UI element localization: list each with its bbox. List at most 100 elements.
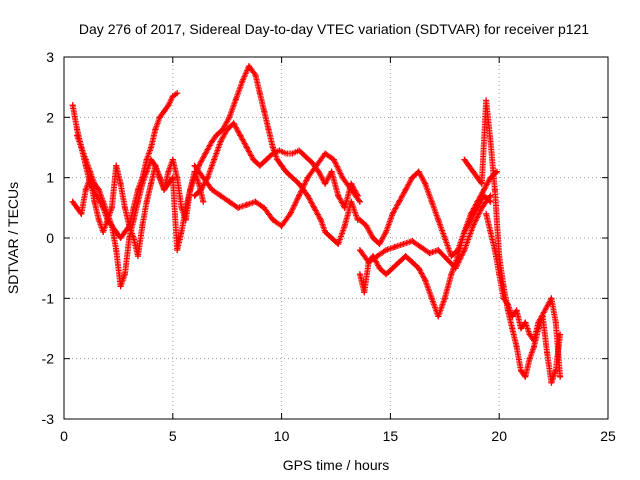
data-point [200, 174, 207, 181]
data-point [517, 325, 524, 332]
data-point [165, 102, 172, 109]
data-point [422, 277, 429, 284]
data-point [409, 238, 416, 245]
data-point [198, 186, 205, 193]
data-point [322, 150, 329, 157]
data-point [282, 150, 289, 157]
data-point [117, 283, 124, 290]
data-point [117, 180, 124, 187]
data-point [483, 97, 490, 104]
data-point [282, 168, 289, 175]
data-point [278, 222, 285, 229]
data-point [191, 162, 198, 169]
data-point [396, 259, 403, 266]
data-point [513, 307, 520, 314]
data-point [191, 192, 198, 199]
data-point [487, 174, 494, 181]
data-point [374, 253, 381, 260]
data-point [245, 63, 252, 70]
data-point [361, 289, 368, 296]
data-point [356, 271, 363, 278]
data-point [134, 198, 141, 205]
marker-trail [461, 97, 564, 386]
data-point [121, 204, 128, 211]
data-point [87, 168, 94, 175]
data-point [470, 168, 477, 175]
data-point [435, 313, 442, 320]
data-point [217, 138, 224, 145]
data-point [178, 228, 185, 235]
x-tick-label: 5 [169, 428, 177, 444]
chart-title: Day 276 of 2017, Sidereal Day-to-day VTE… [79, 21, 589, 37]
data-point [130, 216, 137, 223]
data-point [237, 132, 244, 139]
data-point [143, 198, 150, 205]
data-point [252, 72, 259, 79]
series-trace-11 [483, 210, 564, 380]
data-point [263, 156, 270, 163]
data-point [526, 331, 533, 338]
data-point [341, 222, 348, 229]
data-point [480, 186, 487, 193]
series-trace-3 [74, 132, 176, 290]
data-point [335, 241, 342, 248]
data-point [309, 159, 316, 166]
data-point [552, 319, 559, 326]
data-point [78, 210, 85, 217]
data-point [296, 192, 303, 199]
data-point [452, 265, 459, 272]
data-point [289, 150, 296, 157]
data-point [82, 186, 89, 193]
data-point [108, 204, 115, 211]
data-point [531, 343, 538, 350]
data-point [95, 186, 102, 193]
data-point [448, 253, 455, 260]
data-point [461, 228, 468, 235]
data-point [274, 156, 281, 163]
data-point [74, 204, 81, 211]
data-point [356, 216, 363, 223]
data-point [335, 192, 342, 199]
data-point [82, 156, 89, 163]
data-point [187, 186, 194, 193]
data-point [243, 201, 250, 208]
series-trace-6 [191, 150, 363, 229]
data-point [134, 253, 141, 260]
y-tick-label: 3 [46, 49, 54, 65]
data-point [396, 198, 403, 205]
data-point [513, 343, 520, 350]
data-point [161, 186, 168, 193]
tick-labels: 0 5 10 15 20 25 -3 -2 -1 0 1 2 3 [42, 49, 616, 444]
series-trace-9 [356, 192, 494, 272]
data-point [313, 162, 320, 169]
data-point [470, 222, 477, 229]
data-point [441, 235, 448, 241]
data-point [461, 247, 468, 254]
data-point [557, 331, 564, 338]
data-point [409, 174, 416, 181]
data-point [139, 180, 146, 187]
data-point [126, 235, 133, 241]
data-point [302, 153, 309, 160]
data-point [369, 235, 376, 241]
data-point [226, 198, 233, 205]
data-point [389, 265, 396, 272]
data-point [517, 367, 524, 374]
data-point [548, 379, 555, 386]
data-point [376, 241, 383, 248]
data-point [252, 198, 259, 205]
data-point [69, 102, 76, 109]
data-point [289, 174, 296, 181]
data-point [389, 210, 396, 217]
data-point [428, 295, 435, 302]
data-point [213, 132, 220, 139]
data-point [139, 222, 146, 229]
data-point [322, 180, 329, 187]
data-point [117, 235, 124, 241]
data-point [417, 244, 424, 251]
x-tick-label: 25 [600, 428, 616, 444]
data-point [443, 256, 450, 263]
data-point [95, 216, 102, 223]
data-point [296, 147, 303, 154]
